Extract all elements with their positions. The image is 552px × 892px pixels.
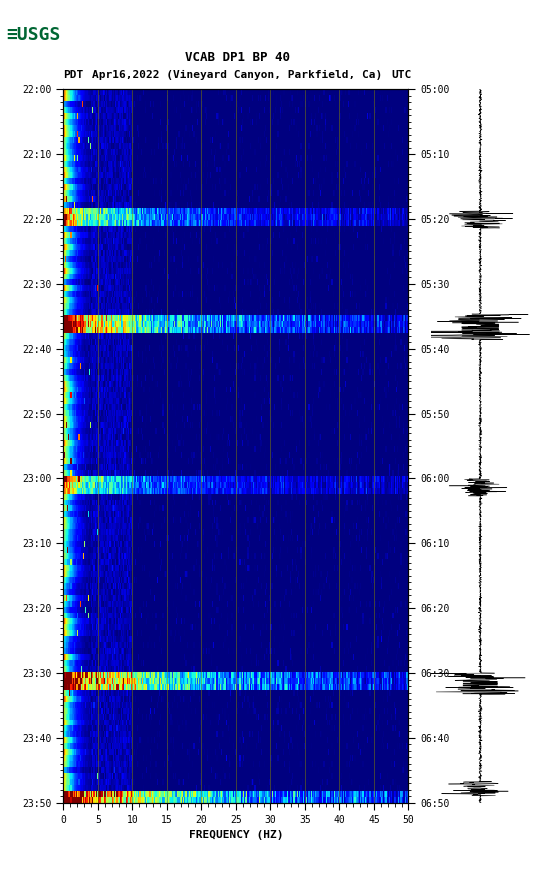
- Text: VCAB DP1 BP 40: VCAB DP1 BP 40: [185, 51, 290, 63]
- Text: Apr16,2022 (Vineyard Canyon, Parkfield, Ca): Apr16,2022 (Vineyard Canyon, Parkfield, …: [92, 70, 383, 79]
- Text: UTC: UTC: [391, 70, 411, 79]
- Text: PDT: PDT: [63, 70, 84, 79]
- Text: ≡USGS: ≡USGS: [7, 26, 61, 44]
- X-axis label: FREQUENCY (HZ): FREQUENCY (HZ): [189, 830, 283, 840]
